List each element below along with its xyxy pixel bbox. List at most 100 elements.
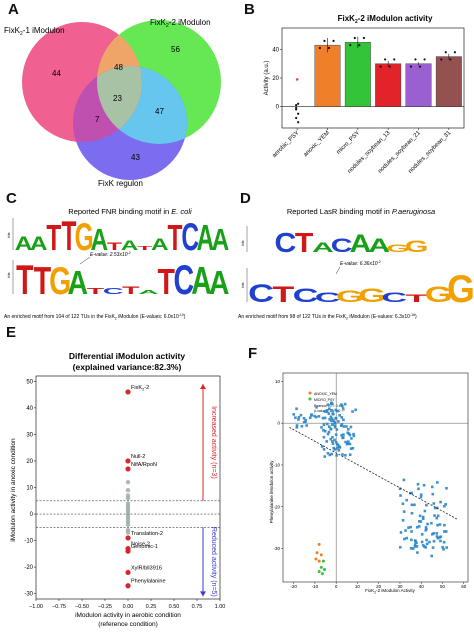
scatter-point [415,526,419,529]
scatter-point [335,454,338,457]
scatter-point [350,437,353,440]
differential-ytick: -20 [24,565,33,571]
scatter-point [401,502,405,506]
phenylalanine-scatter-plot: FixK2-2 iModulon Activity Phenylalanine … [269,372,469,595]
scatter-point [314,415,318,419]
scatter-point [302,417,306,420]
bar-replicate-point [349,44,352,47]
scatter-point [346,431,349,435]
scatter-xtick: 20 [376,584,382,589]
scatter-point [329,427,332,431]
bar-replicate-point [323,39,326,42]
logo-letter: G [405,238,429,256]
scatter-point [348,453,352,456]
scatter-point [292,413,296,416]
micro-point [317,570,321,574]
differential-ytick: 50 [26,379,33,385]
scatter-point [294,416,297,419]
scatter-point [297,415,301,419]
scatter-point [337,449,341,452]
differential-xtick: −0.25 [98,604,112,610]
regression-line [289,426,458,520]
scatter-point [420,540,424,544]
scatter-ytick: -30 [273,546,280,551]
scatter-point [415,545,419,548]
scatter-point [399,494,402,497]
bar-category-label: aerobic_PSY [272,130,301,159]
aerobic-point [297,112,300,115]
aerobic-point [295,116,298,120]
scatter-point [341,407,345,410]
scatter-point [345,442,349,446]
logo-c-top-ylabel: bits [7,232,11,238]
scatter-point [332,446,336,450]
logo-letter: C [274,228,296,259]
anoxic-point [317,542,321,546]
bar-replicate-point [440,58,443,61]
bar-replicate-point [384,58,387,61]
logo-letter: G [358,285,386,307]
aerobic-point [297,102,300,105]
highlighted-point [125,569,131,576]
scatter-point [341,453,344,456]
venn-set-2-label: FixK2-2 iModulon [150,18,211,29]
anoxic-point [314,557,318,561]
differential-ytick: -10 [24,539,33,545]
logo-letter: T [137,245,152,251]
logo-letter: C [331,235,353,256]
scatter-point [329,415,333,419]
bar-replicate-point [332,39,335,42]
scatter-point [410,503,414,507]
logo-letter: A [90,222,108,256]
scatter-point [325,410,329,414]
bar-chart-title: FixK2-2 iModulon activity [338,14,433,25]
scatter-point [327,430,331,434]
scatter-point [351,446,355,450]
bar-ytick-label: 20 [272,76,279,82]
highlighted-point [125,535,131,541]
activity-point [125,479,131,485]
scatter-point [333,421,337,425]
imodulon-label: Translation-2 [131,531,163,537]
differential-title: Differential iModulon activity [69,351,185,361]
logo-letter: C [293,285,319,307]
scatter-point [347,440,350,443]
imodulon-label: Noise-2 [131,542,150,548]
bar-replicate-point [449,58,452,61]
scatter-point [313,414,316,418]
scatter-point [325,409,329,412]
legend-note-pvalue: p-value = 1.1×10⁻¹⁰ [314,409,345,413]
scatter-point [432,532,436,535]
lasr-evalue: E-value: 6.36x10-2 [340,260,381,267]
micro-point [319,565,323,569]
lasr-motif-panel: Reported LasR binding motif in P.aerugin… [238,207,474,321]
scatter-point [328,418,331,421]
scatter-point [413,543,417,546]
scatter-point [337,420,340,423]
venn-set-3-label: FixK regulon [98,179,143,188]
scatter-point [422,483,426,487]
activity-point [125,522,131,527]
scatter-point [439,535,443,538]
scatter-point [343,402,347,406]
scatter-point [331,435,334,439]
scatter-point [326,432,330,436]
scatter-point [410,511,414,515]
scatter-point [403,537,406,541]
scatter-point [413,545,417,548]
scatter-point [352,434,356,438]
scatter-point [323,410,327,413]
scatter-legend: ANOXIC_YEM MICRO_PSY Pearson R² = 0.49 p… [308,391,345,413]
scatter-xtick: 50 [440,584,446,589]
imodulon-label: FixK2-2 [131,385,149,392]
scatter-point [433,506,437,510]
logo-letter: T [16,257,34,304]
bar-nodules_soybean_13 [375,63,402,107]
bar-replicate-point [423,58,426,61]
scatter-point [310,414,313,417]
logo-letter: C [315,289,341,305]
legend-item-anoxic: ANOXIC_YEM [314,392,337,396]
scatter-point [325,422,329,426]
